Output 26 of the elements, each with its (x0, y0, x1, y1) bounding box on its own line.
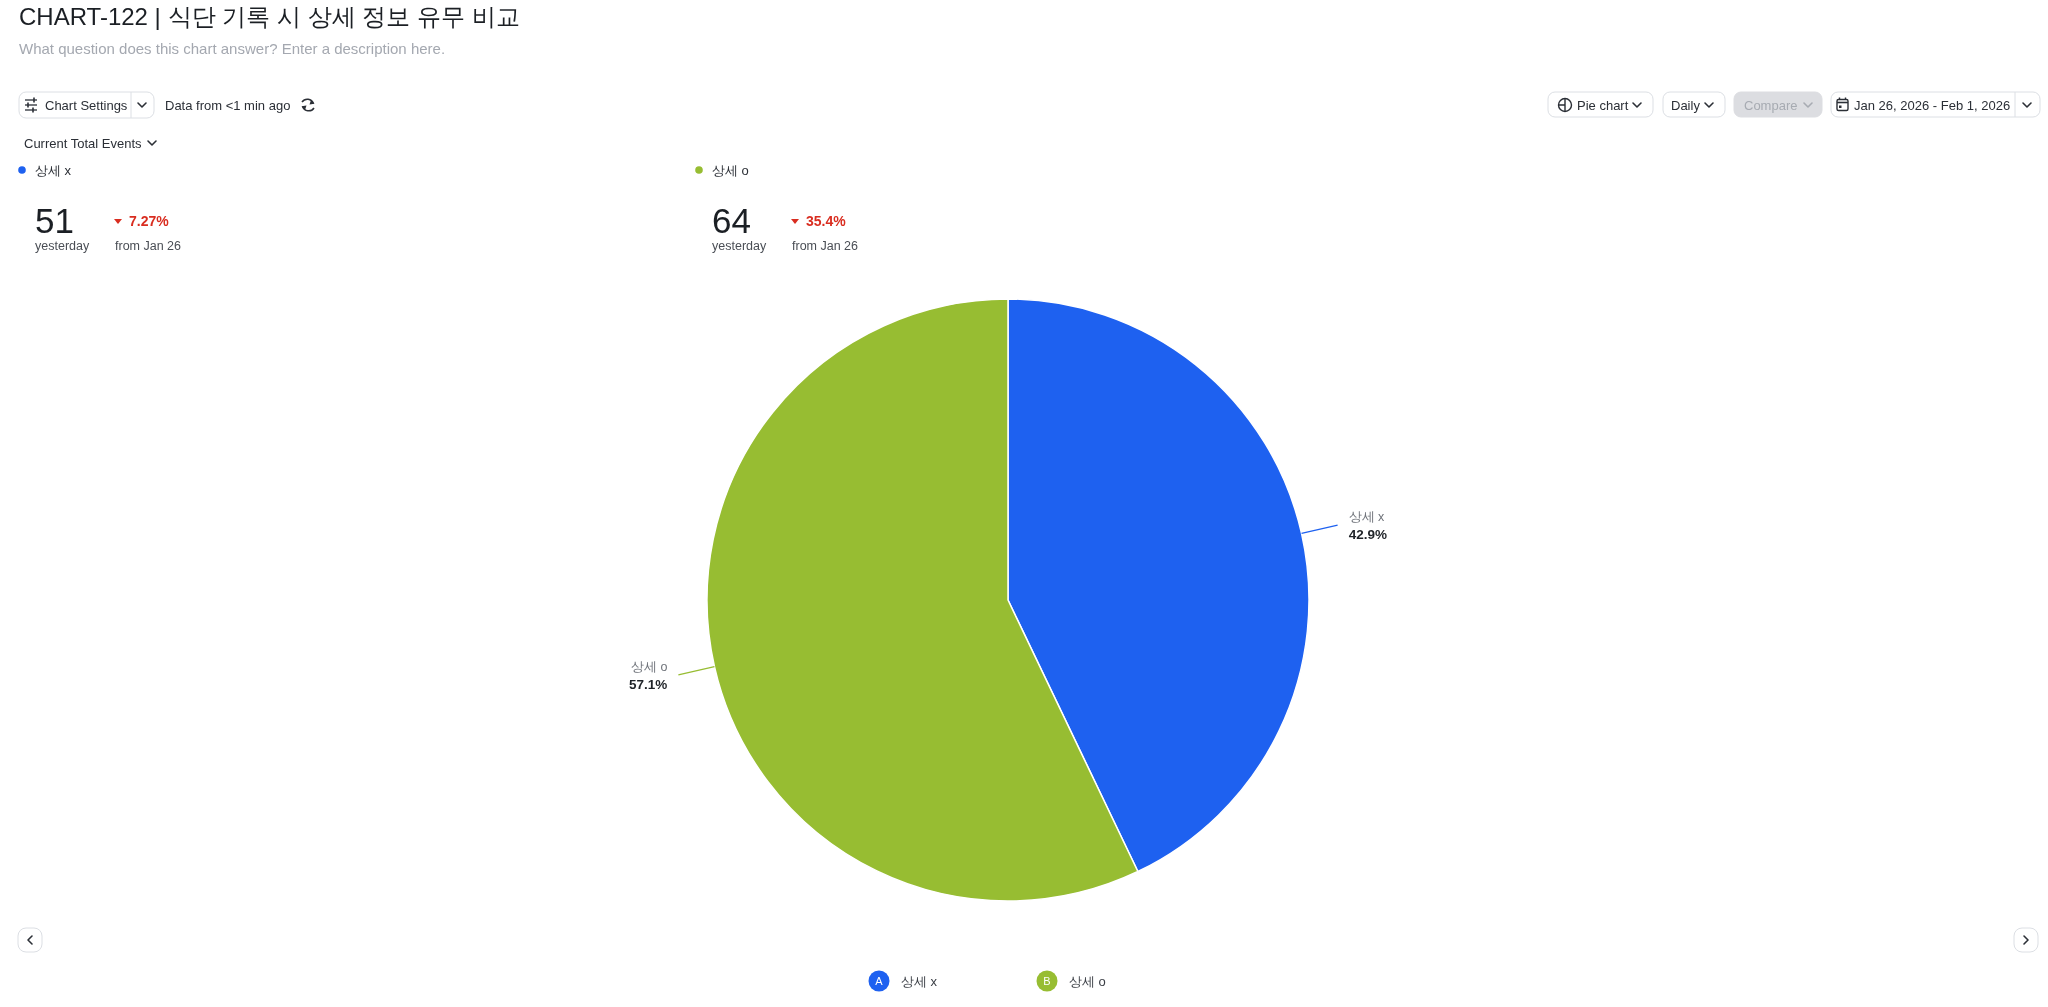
text: from Jan 26 (792, 239, 859, 253)
category-label: 상세 x (35, 162, 72, 178)
text: A (875, 975, 884, 987)
category-label: 상세 o (712, 162, 749, 178)
slice-label: 상세 x (1348, 510, 1386, 525)
legend-label: 상세 o (1069, 973, 1106, 989)
slice-label: 상세 o (630, 659, 668, 674)
text: yesterday (35, 239, 90, 253)
text: Jan 26, 2026 - Feb 1, 2026 (1854, 97, 2011, 113)
text: 64 (712, 200, 751, 240)
text: Current Total Events (24, 135, 143, 151)
text: 51 (35, 200, 74, 240)
legend-label: 상세 x (901, 973, 938, 989)
text: from Jan 26 (115, 239, 182, 253)
text: B (1043, 975, 1051, 987)
text: Chart Settings (45, 97, 128, 113)
text: Pie chart (1577, 97, 1629, 113)
text: 7.27% (129, 213, 170, 229)
text: yesterday (712, 239, 767, 253)
text: Daily (1671, 97, 1701, 113)
data-label: 57.1% (629, 676, 668, 692)
text: 35.4% (806, 213, 847, 229)
text: What question does this chart answer? Enter a description here. (19, 39, 446, 57)
text: CHART-122 | 식단 기록 시 상세 정보 유무 비교 (19, 2, 520, 30)
text: Data from <1 min ago (165, 97, 291, 113)
data-label: 42.9% (1348, 526, 1387, 542)
